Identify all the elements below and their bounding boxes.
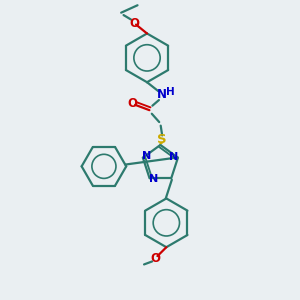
Text: N: N bbox=[142, 151, 152, 161]
Text: S: S bbox=[158, 133, 167, 146]
Text: O: O bbox=[130, 16, 140, 30]
Text: N: N bbox=[169, 152, 179, 162]
Text: O: O bbox=[150, 252, 160, 265]
Text: N: N bbox=[149, 174, 158, 184]
Text: O: O bbox=[128, 97, 138, 110]
Text: N: N bbox=[157, 88, 167, 101]
Text: H: H bbox=[166, 87, 175, 97]
